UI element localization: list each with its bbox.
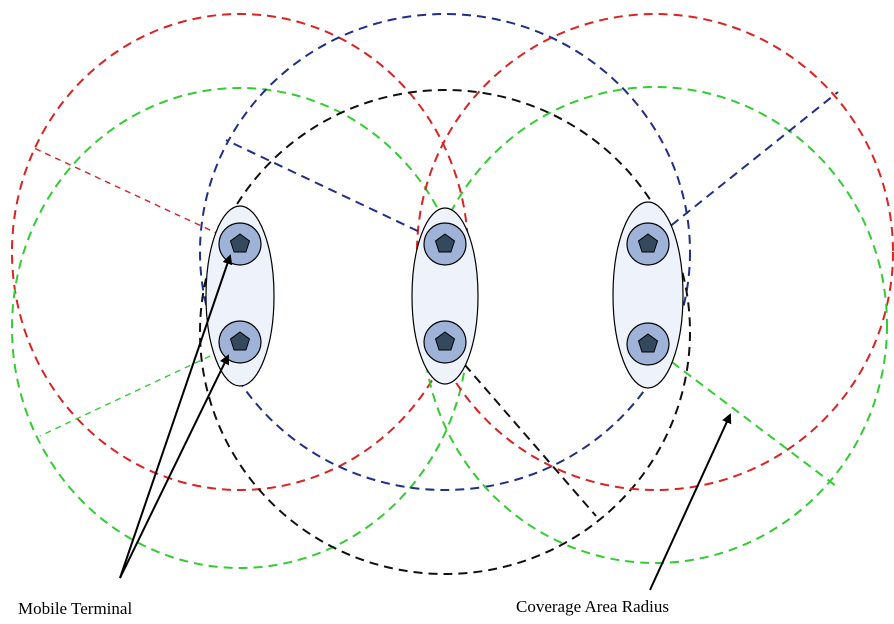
- radius-line-blue-right: [647, 91, 839, 245]
- radius-line-blue-middle: [225, 139, 446, 245]
- antenna-icon: [229, 331, 251, 351]
- radius-line-black-middle: [444, 341, 597, 517]
- antenna-icon: [637, 333, 659, 353]
- antenna-icon: [434, 331, 456, 351]
- terminal-cluster-middle: [411, 207, 479, 385]
- coverage-circle-red-right: [416, 13, 894, 491]
- radius-line-green-left: [39, 341, 241, 437]
- mobile-terminal-label: Mobile Terminal: [18, 599, 132, 618]
- coverage-circle-blue-middle: [199, 13, 691, 491]
- arrow-to-lower-terminal: [119, 354, 229, 579]
- antenna-icon: [229, 233, 251, 253]
- terminal-cluster-left: [205, 205, 275, 387]
- arrow-to-coverage-area: [649, 413, 732, 591]
- radius-line-green-right: [647, 343, 837, 487]
- radius-line-red-left: [33, 147, 241, 245]
- arrow-to-upper-terminal: [119, 254, 233, 579]
- coverage-circle-black-middle: [199, 89, 691, 575]
- coverage-area-radius-label: Coverage Area Radius: [516, 597, 669, 616]
- terminal-cluster-right: [612, 201, 684, 389]
- antenna-icon: [637, 233, 659, 253]
- antenna-icon: [434, 233, 456, 253]
- callout-arrows: [119, 254, 732, 591]
